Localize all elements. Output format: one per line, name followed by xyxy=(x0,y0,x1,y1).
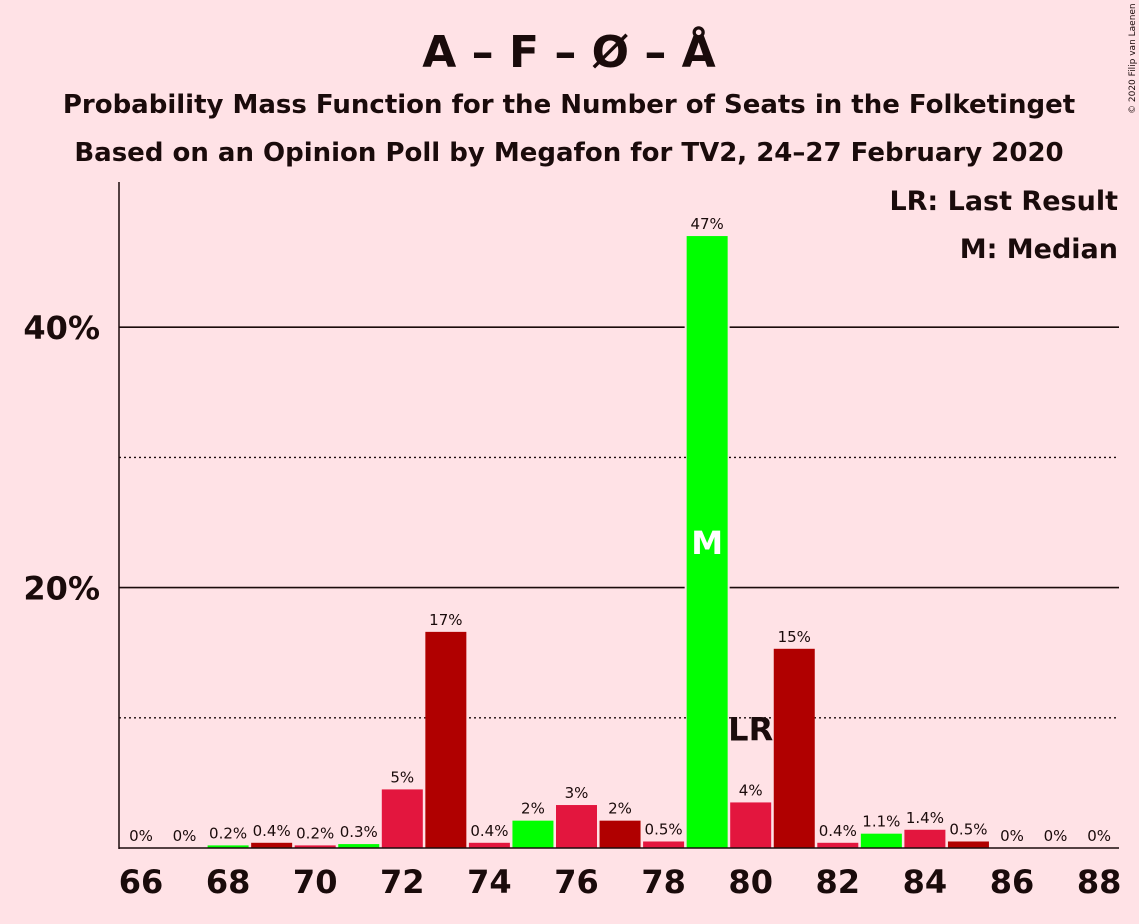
bar-seats-74 xyxy=(468,842,510,848)
data-label-seats-72: 5% xyxy=(390,768,414,786)
bar-seats-72 xyxy=(381,789,423,848)
bar-seats-71 xyxy=(338,844,380,848)
x-tick-label: 74 xyxy=(467,863,512,901)
data-label-seats-87: 0% xyxy=(1044,827,1068,845)
data-label-seats-84: 1.4% xyxy=(906,809,944,827)
y-axis-ticks: 20% 40% xyxy=(23,309,100,607)
bar-seats-83 xyxy=(860,833,902,848)
x-tick-label: 78 xyxy=(641,863,686,901)
data-label-seats-68: 0.2% xyxy=(209,824,247,842)
x-tick-label: 82 xyxy=(816,863,861,901)
data-label-seats-71: 0.3% xyxy=(340,823,378,841)
bar-seats-82 xyxy=(817,842,859,848)
bar-seats-75 xyxy=(512,820,554,848)
data-label-seats-78: 0.5% xyxy=(645,820,683,838)
bar-series xyxy=(207,236,989,848)
x-tick-label: 88 xyxy=(1077,863,1122,901)
bar-seats-81 xyxy=(773,648,815,848)
x-tick-label: 80 xyxy=(728,863,773,901)
bar-seats-69 xyxy=(251,842,293,848)
data-label-seats-75: 2% xyxy=(521,800,545,818)
median-marker: M xyxy=(691,524,723,562)
data-label-seats-88: 0% xyxy=(1087,827,1111,845)
data-label-seats-82: 0.4% xyxy=(819,822,857,840)
gridlines xyxy=(119,326,1119,719)
y-tick-label: 20% xyxy=(23,570,100,608)
legend-last-result: LR: Last Result xyxy=(889,186,1118,217)
bar-seats-70 xyxy=(294,845,336,848)
copyright-notice: © 2020 Filip van Laenen xyxy=(1128,3,1138,114)
data-label-seats-80: 4% xyxy=(739,781,763,799)
data-label-seats-77: 2% xyxy=(608,800,632,818)
chart-subtitle-line-2: Based on an Opinion Poll by Megafon for … xyxy=(74,138,1063,168)
x-tick-label: 70 xyxy=(293,863,338,901)
x-tick-label: 72 xyxy=(380,863,425,901)
data-label-seats-69: 0.4% xyxy=(253,822,291,840)
data-label-seats-76: 3% xyxy=(565,784,589,802)
markers: M LR xyxy=(691,524,773,748)
data-label-seats-86: 0% xyxy=(1000,827,1024,845)
bar-seats-85 xyxy=(947,841,989,848)
data-label-seats-85: 0.5% xyxy=(949,820,987,838)
bar-seats-79 xyxy=(686,236,728,848)
y-tick-label: 40% xyxy=(23,309,100,347)
data-label-seats-70: 0.2% xyxy=(296,824,334,842)
bar-seats-68 xyxy=(207,845,249,848)
data-label-seats-74: 0.4% xyxy=(470,822,508,840)
data-labels: 0% 0% 0.2% 0.4% 0.2% 0.3% 5% 17% 0.4% 2% 3% 2% 0.5% 4… xyxy=(129,215,1111,845)
chart-title: A – F – Ø – Å xyxy=(422,25,715,78)
bar-seats-76 xyxy=(556,805,597,848)
x-axis-ticks: 66 68 70 72 74 76 78 80 82 84 86 88 xyxy=(119,863,1122,901)
x-tick-label: 86 xyxy=(990,863,1035,901)
data-label-seats-73: 17% xyxy=(429,611,462,629)
bar-seats-80 xyxy=(730,802,772,848)
data-label-seats-67: 0% xyxy=(173,827,197,845)
x-tick-label: 76 xyxy=(554,863,599,901)
bar-seats-77 xyxy=(599,820,641,848)
data-label-seats-66: 0% xyxy=(129,827,153,845)
x-tick-label: 84 xyxy=(903,863,948,901)
x-tick-label: 66 xyxy=(119,863,164,901)
bar-seats-73 xyxy=(425,631,467,848)
legend-median: M: Median xyxy=(960,234,1118,265)
data-label-seats-79: 47% xyxy=(690,215,723,233)
bar-seats-78 xyxy=(643,841,685,848)
data-label-seats-81: 15% xyxy=(778,628,811,646)
last-result-marker: LR xyxy=(728,710,773,748)
data-label-seats-83: 1.1% xyxy=(862,813,900,831)
chart-subtitle-line-1: Probability Mass Function for the Number… xyxy=(63,90,1075,120)
bar-seats-84 xyxy=(904,829,946,848)
x-tick-label: 68 xyxy=(206,863,251,901)
